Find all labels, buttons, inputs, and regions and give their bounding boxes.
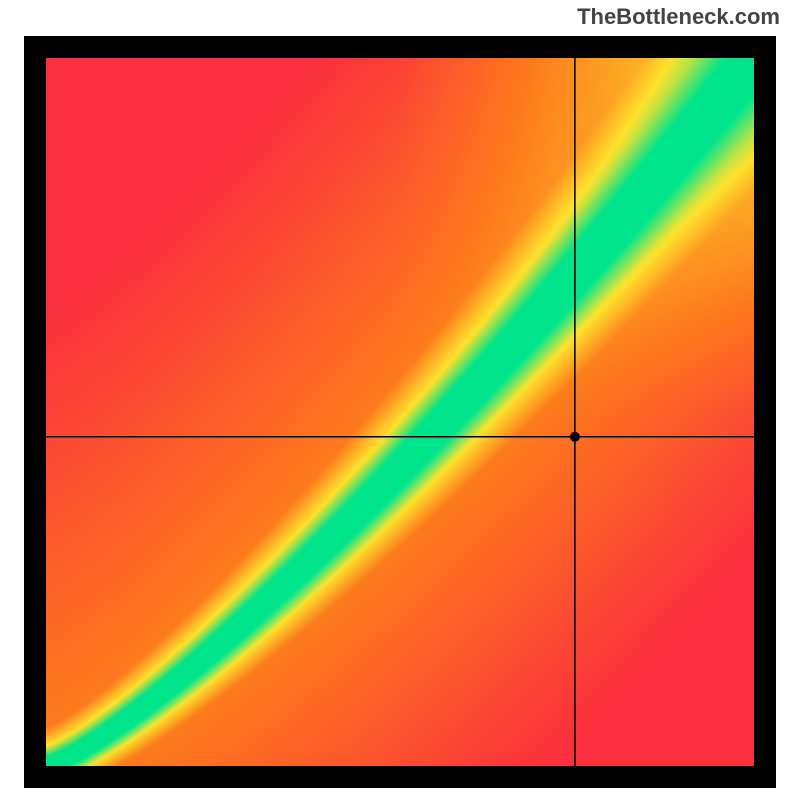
watermark-text: TheBottleneck.com xyxy=(577,4,780,30)
chart-frame xyxy=(24,36,776,788)
page-root: { "watermark": { "text": "TheBottleneck.… xyxy=(0,0,800,800)
bottleneck-heatmap xyxy=(46,58,754,766)
